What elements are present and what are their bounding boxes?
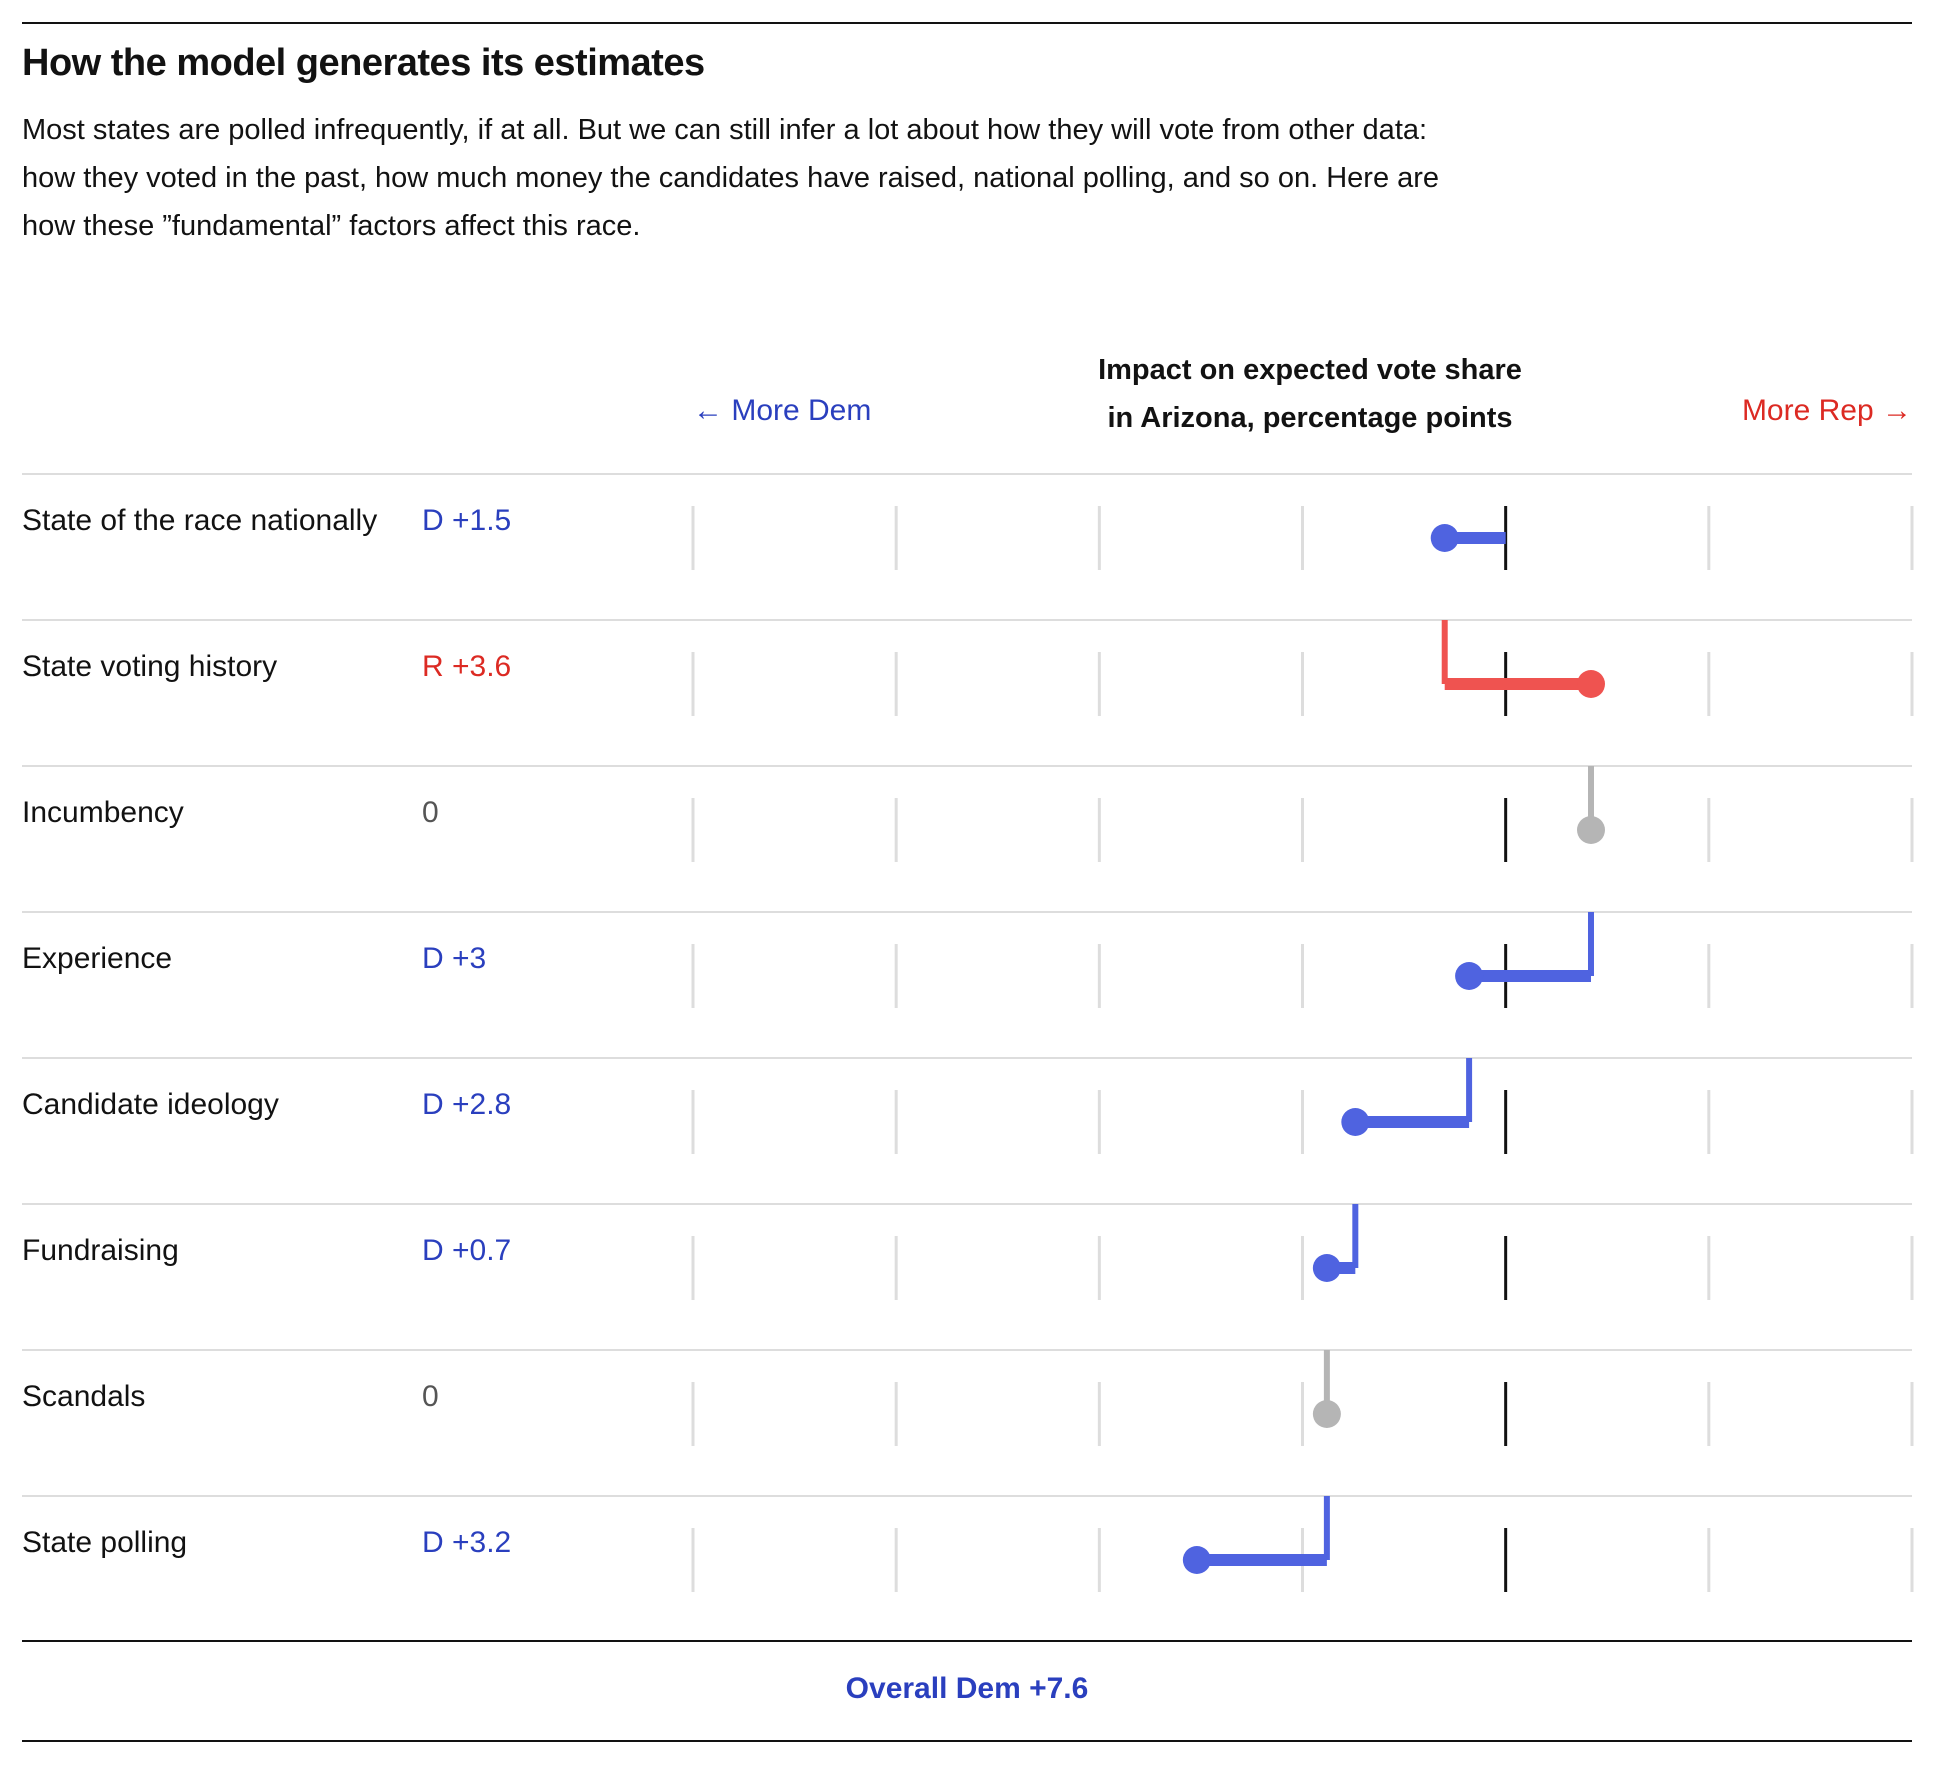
factor-value: D +0.7: [422, 1234, 512, 1267]
factor-value: D +3.2: [422, 1526, 512, 1559]
factor-label: Scandals: [22, 1380, 146, 1413]
factor-value: 0: [422, 796, 439, 829]
factor-value: D +2.8: [422, 1088, 512, 1121]
value-dot: [1182, 1546, 1211, 1574]
value-dot: [1312, 1254, 1341, 1282]
subtitle-line: how these ”fundamental” factors affect t…: [22, 210, 641, 242]
factor-label: Experience: [22, 942, 173, 975]
value-dot: [1312, 1400, 1341, 1428]
factor-value: D +1.5: [422, 504, 512, 537]
chart-title: How the model generates its estimates: [22, 42, 705, 84]
axis-title-line: in Arizona, percentage points: [1107, 402, 1513, 434]
value-dot: [1576, 670, 1605, 698]
factor-label: Fundraising: [22, 1234, 179, 1267]
factor-label: State of the race nationally: [22, 504, 378, 537]
value-dot: [1455, 962, 1484, 990]
factor-value: D +3: [422, 942, 487, 975]
overall-top-rule: [22, 1640, 1912, 1642]
overall-estimate: Overall Dem +7.6: [845, 1672, 1089, 1705]
top-rule: [22, 22, 1912, 24]
axis-title-line: Impact on expected vote share: [1098, 354, 1522, 386]
more-rep-label: More Rep →: [1741, 394, 1912, 427]
factor-label: Candidate ideology: [22, 1088, 279, 1121]
factor-label: Incumbency: [22, 796, 184, 829]
chart-subtitle: Most states are polled infrequently, if …: [22, 106, 1462, 250]
value-dot: [1430, 524, 1459, 552]
factor-value: R +3.6: [422, 650, 512, 683]
factor-label: State polling: [22, 1526, 188, 1559]
more-dem-label: ← More Dem: [693, 394, 872, 427]
axis-title: Impact on expected vote share in Arizona…: [1080, 346, 1540, 442]
value-dot: [1341, 1108, 1370, 1136]
value-dot: [1576, 816, 1605, 844]
factor-label: State voting history: [22, 650, 278, 683]
factor-value: 0: [422, 1380, 439, 1413]
subtitle-line: Most states are polled infrequently, if …: [22, 114, 1428, 146]
subtitle-line: how they voted in the past, how much mon…: [22, 162, 1440, 194]
overall-bottom-rule: [22, 1740, 1912, 1742]
